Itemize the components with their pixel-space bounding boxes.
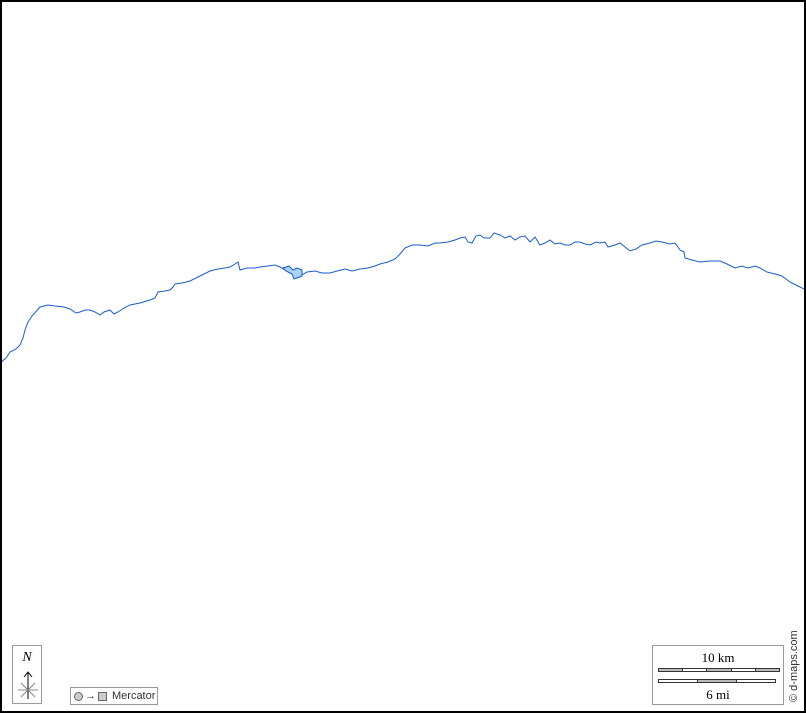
river	[2, 232, 804, 362]
arrow-icon: →	[85, 690, 96, 702]
projection-label-box: → Mercator	[70, 687, 158, 705]
north-compass: N	[12, 645, 42, 704]
projection-name: Mercator	[112, 690, 156, 702]
north-label: N	[22, 650, 32, 665]
scale-km-bar	[658, 668, 780, 672]
scale-bar: 10 km 6 mi	[652, 645, 784, 705]
credit-text: © d-maps.com	[788, 630, 800, 702]
scale-mi-bar	[658, 679, 776, 683]
circle-icon	[74, 691, 83, 701]
square-icon	[98, 691, 107, 701]
scale-mi-label: 6 mi	[706, 687, 730, 702]
north-arrow-icon	[18, 671, 38, 699]
scale-km-label: 10 km	[701, 650, 735, 665]
lake	[282, 265, 303, 280]
